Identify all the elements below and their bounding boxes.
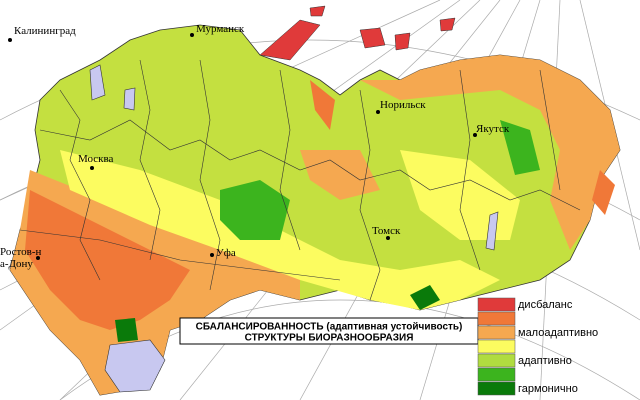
city-label: Мурманск bbox=[196, 23, 245, 35]
legend-label: дисбаланс bbox=[518, 299, 573, 311]
internal-borders bbox=[19, 59, 581, 301]
city-label-box: Ростов-на-Дону bbox=[0, 246, 42, 270]
legend-swatch bbox=[477, 381, 516, 396]
title-line: СТРУКТУРЫ БИОРАЗНООБРАЗИЯ bbox=[245, 333, 414, 344]
legend: дисбаланс малоадаптивно адаптивно гармоничн… bbox=[477, 297, 598, 396]
legend-label: адаптивно bbox=[518, 355, 572, 367]
legend-label: гармонично bbox=[518, 383, 578, 395]
legend-swatch bbox=[477, 339, 516, 354]
city-dots bbox=[8, 33, 477, 260]
city-label: Уфа bbox=[216, 247, 236, 259]
legend-swatch bbox=[477, 297, 516, 312]
legend-swatch bbox=[477, 367, 516, 382]
legend-swatch bbox=[477, 353, 516, 368]
legend-swatch bbox=[477, 311, 516, 326]
title-box bbox=[179, 317, 479, 345]
city-label: Москва bbox=[78, 153, 114, 165]
zones bbox=[10, 55, 620, 395]
city-label: Норильск bbox=[380, 99, 426, 111]
islands bbox=[259, 5, 456, 61]
city-label: Томск bbox=[372, 225, 401, 237]
city-label: Ростов-на-Дону bbox=[0, 246, 42, 270]
title-line: СБАЛАНСИРОВАННОСТЬ (адаптивная устойчиво… bbox=[196, 322, 463, 333]
city-label: Якутск bbox=[476, 123, 510, 135]
city-label: Калининград bbox=[14, 25, 76, 37]
legend-swatch bbox=[477, 325, 516, 340]
legend-label: малоадаптивно bbox=[518, 327, 598, 339]
water bbox=[89, 64, 499, 393]
